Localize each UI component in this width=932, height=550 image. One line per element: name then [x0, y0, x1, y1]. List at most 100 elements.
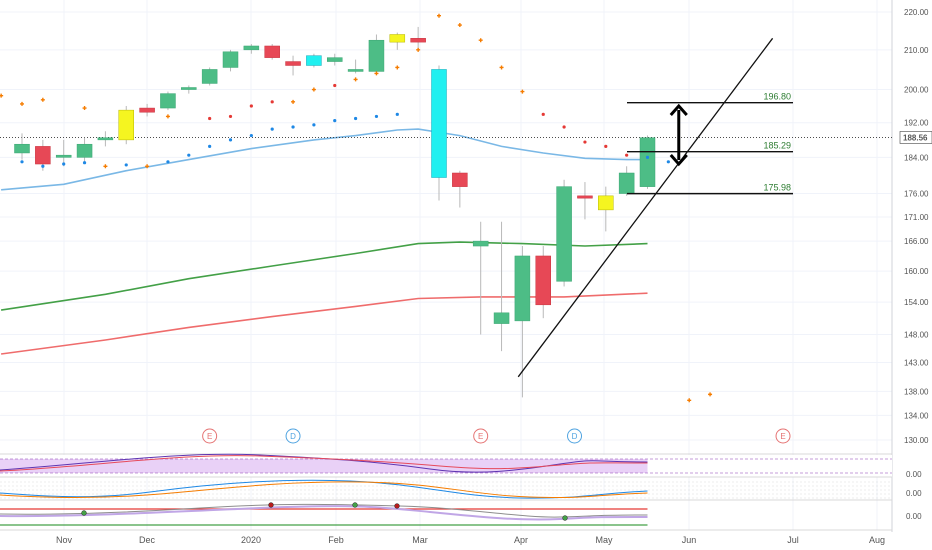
psar-dot: [249, 104, 253, 108]
candle: [243, 44, 260, 54]
psar-dot: [20, 160, 24, 164]
psar-dot: [145, 164, 150, 169]
indicator-band: [0, 459, 648, 473]
candle: [514, 246, 531, 398]
x-tick-label: Aug: [869, 535, 885, 545]
event-marker: [285, 428, 301, 444]
candle: [431, 65, 447, 201]
candle-body: [306, 55, 322, 66]
candle-body: [514, 255, 531, 322]
indicator-line: [0, 481, 648, 499]
event-marker: [202, 428, 218, 444]
candle: [639, 135, 656, 189]
candle: [368, 34, 385, 74]
pane-value-label: 0.00: [906, 512, 922, 521]
x-tick-label: 2020: [241, 535, 261, 545]
candle-body: [368, 39, 385, 72]
x-tick-label: Jun: [682, 535, 697, 545]
psar-dot: [354, 116, 358, 121]
candle: [306, 53, 322, 68]
candle-body: [264, 45, 280, 58]
candle-body: [535, 255, 551, 306]
psar-dot: [166, 160, 170, 164]
y-tick-label: 154.00: [904, 298, 929, 307]
event-label: D: [572, 432, 578, 441]
y-tick-label: 171.00: [904, 213, 929, 222]
psar-dot: [208, 116, 212, 121]
x-tick-label: Mar: [412, 535, 428, 545]
candle-body: [452, 172, 468, 187]
candle-body: [472, 240, 489, 247]
psar-dot: [208, 144, 212, 148]
candle: [55, 139, 72, 167]
y-tick-label: 192.00: [904, 119, 929, 128]
double-arrow-head-down: [669, 154, 688, 167]
y-tick-label: 160.00: [904, 267, 929, 276]
y-tick-label: 166.00: [904, 237, 929, 246]
y-tick-label: 210.00: [904, 46, 929, 55]
candle: [14, 133, 30, 160]
psar-dot: [499, 65, 504, 70]
pane-value-label: 0.00: [906, 489, 922, 498]
event-marker: [567, 428, 583, 444]
candle: [577, 182, 593, 220]
psar-dot: [478, 38, 483, 43]
psar-dot: [687, 398, 692, 403]
psar-dot: [562, 125, 566, 129]
x-tick-label: May: [595, 535, 613, 545]
psar-dot: [374, 71, 379, 76]
candle: [535, 246, 551, 319]
event-label: E: [207, 432, 212, 441]
indicator-signal-dot: [394, 503, 400, 509]
candle: [201, 67, 218, 86]
indicator-line: [0, 505, 648, 521]
candle-body: [55, 154, 72, 158]
pane-value-label: 0.00: [906, 470, 922, 479]
candle-body: [14, 143, 30, 154]
psar-dot: [583, 140, 587, 144]
y-tick-label: 138.00: [904, 387, 929, 396]
candle: [222, 49, 239, 72]
psar-dot: [374, 114, 379, 119]
psar-dot: [311, 87, 316, 92]
candle: [493, 221, 510, 352]
candle-body: [347, 69, 364, 72]
psar-dot: [187, 153, 191, 157]
candle-body: [285, 61, 301, 66]
candle: [452, 170, 468, 208]
psar-dot: [457, 23, 462, 28]
candle-body: [97, 137, 114, 141]
candle: [472, 221, 489, 335]
psar-dot: [353, 77, 358, 82]
psar-dot: [124, 163, 128, 167]
candle-body: [118, 109, 134, 141]
psar-dot: [291, 99, 296, 104]
level-label: 196.80: [763, 92, 791, 102]
y-tick-label: 176.00: [904, 190, 929, 199]
candle-body: [181, 87, 197, 90]
candle-body: [598, 195, 614, 211]
psar-dot: [165, 114, 170, 119]
psar-dot: [645, 155, 650, 159]
candle: [160, 91, 176, 111]
candle-body: [410, 38, 426, 43]
x-tick-label: Jul: [787, 535, 799, 545]
candle-body: [160, 93, 176, 109]
psar-dot: [416, 47, 421, 52]
y-tick-label: 148.00: [904, 331, 929, 340]
candle: [410, 26, 426, 50]
candle-body: [327, 57, 343, 62]
candle: [76, 137, 93, 165]
candle-body: [556, 186, 572, 282]
candle: [327, 53, 343, 66]
x-tick-label: Apr: [514, 535, 528, 545]
indicator-signal-dot: [268, 502, 274, 508]
psar-dot: [228, 114, 233, 119]
y-tick-label: 143.00: [904, 358, 929, 367]
candle-body: [431, 69, 447, 178]
y-tick-label: 200.00: [904, 86, 929, 95]
candle-body: [618, 172, 635, 194]
candle: [97, 131, 114, 147]
